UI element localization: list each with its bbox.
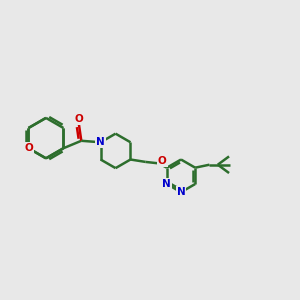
Text: N: N xyxy=(96,137,105,147)
Text: O: O xyxy=(158,156,167,166)
Text: O: O xyxy=(24,143,33,153)
Text: N: N xyxy=(177,187,185,197)
Text: N: N xyxy=(163,179,171,189)
Text: O: O xyxy=(75,114,83,124)
